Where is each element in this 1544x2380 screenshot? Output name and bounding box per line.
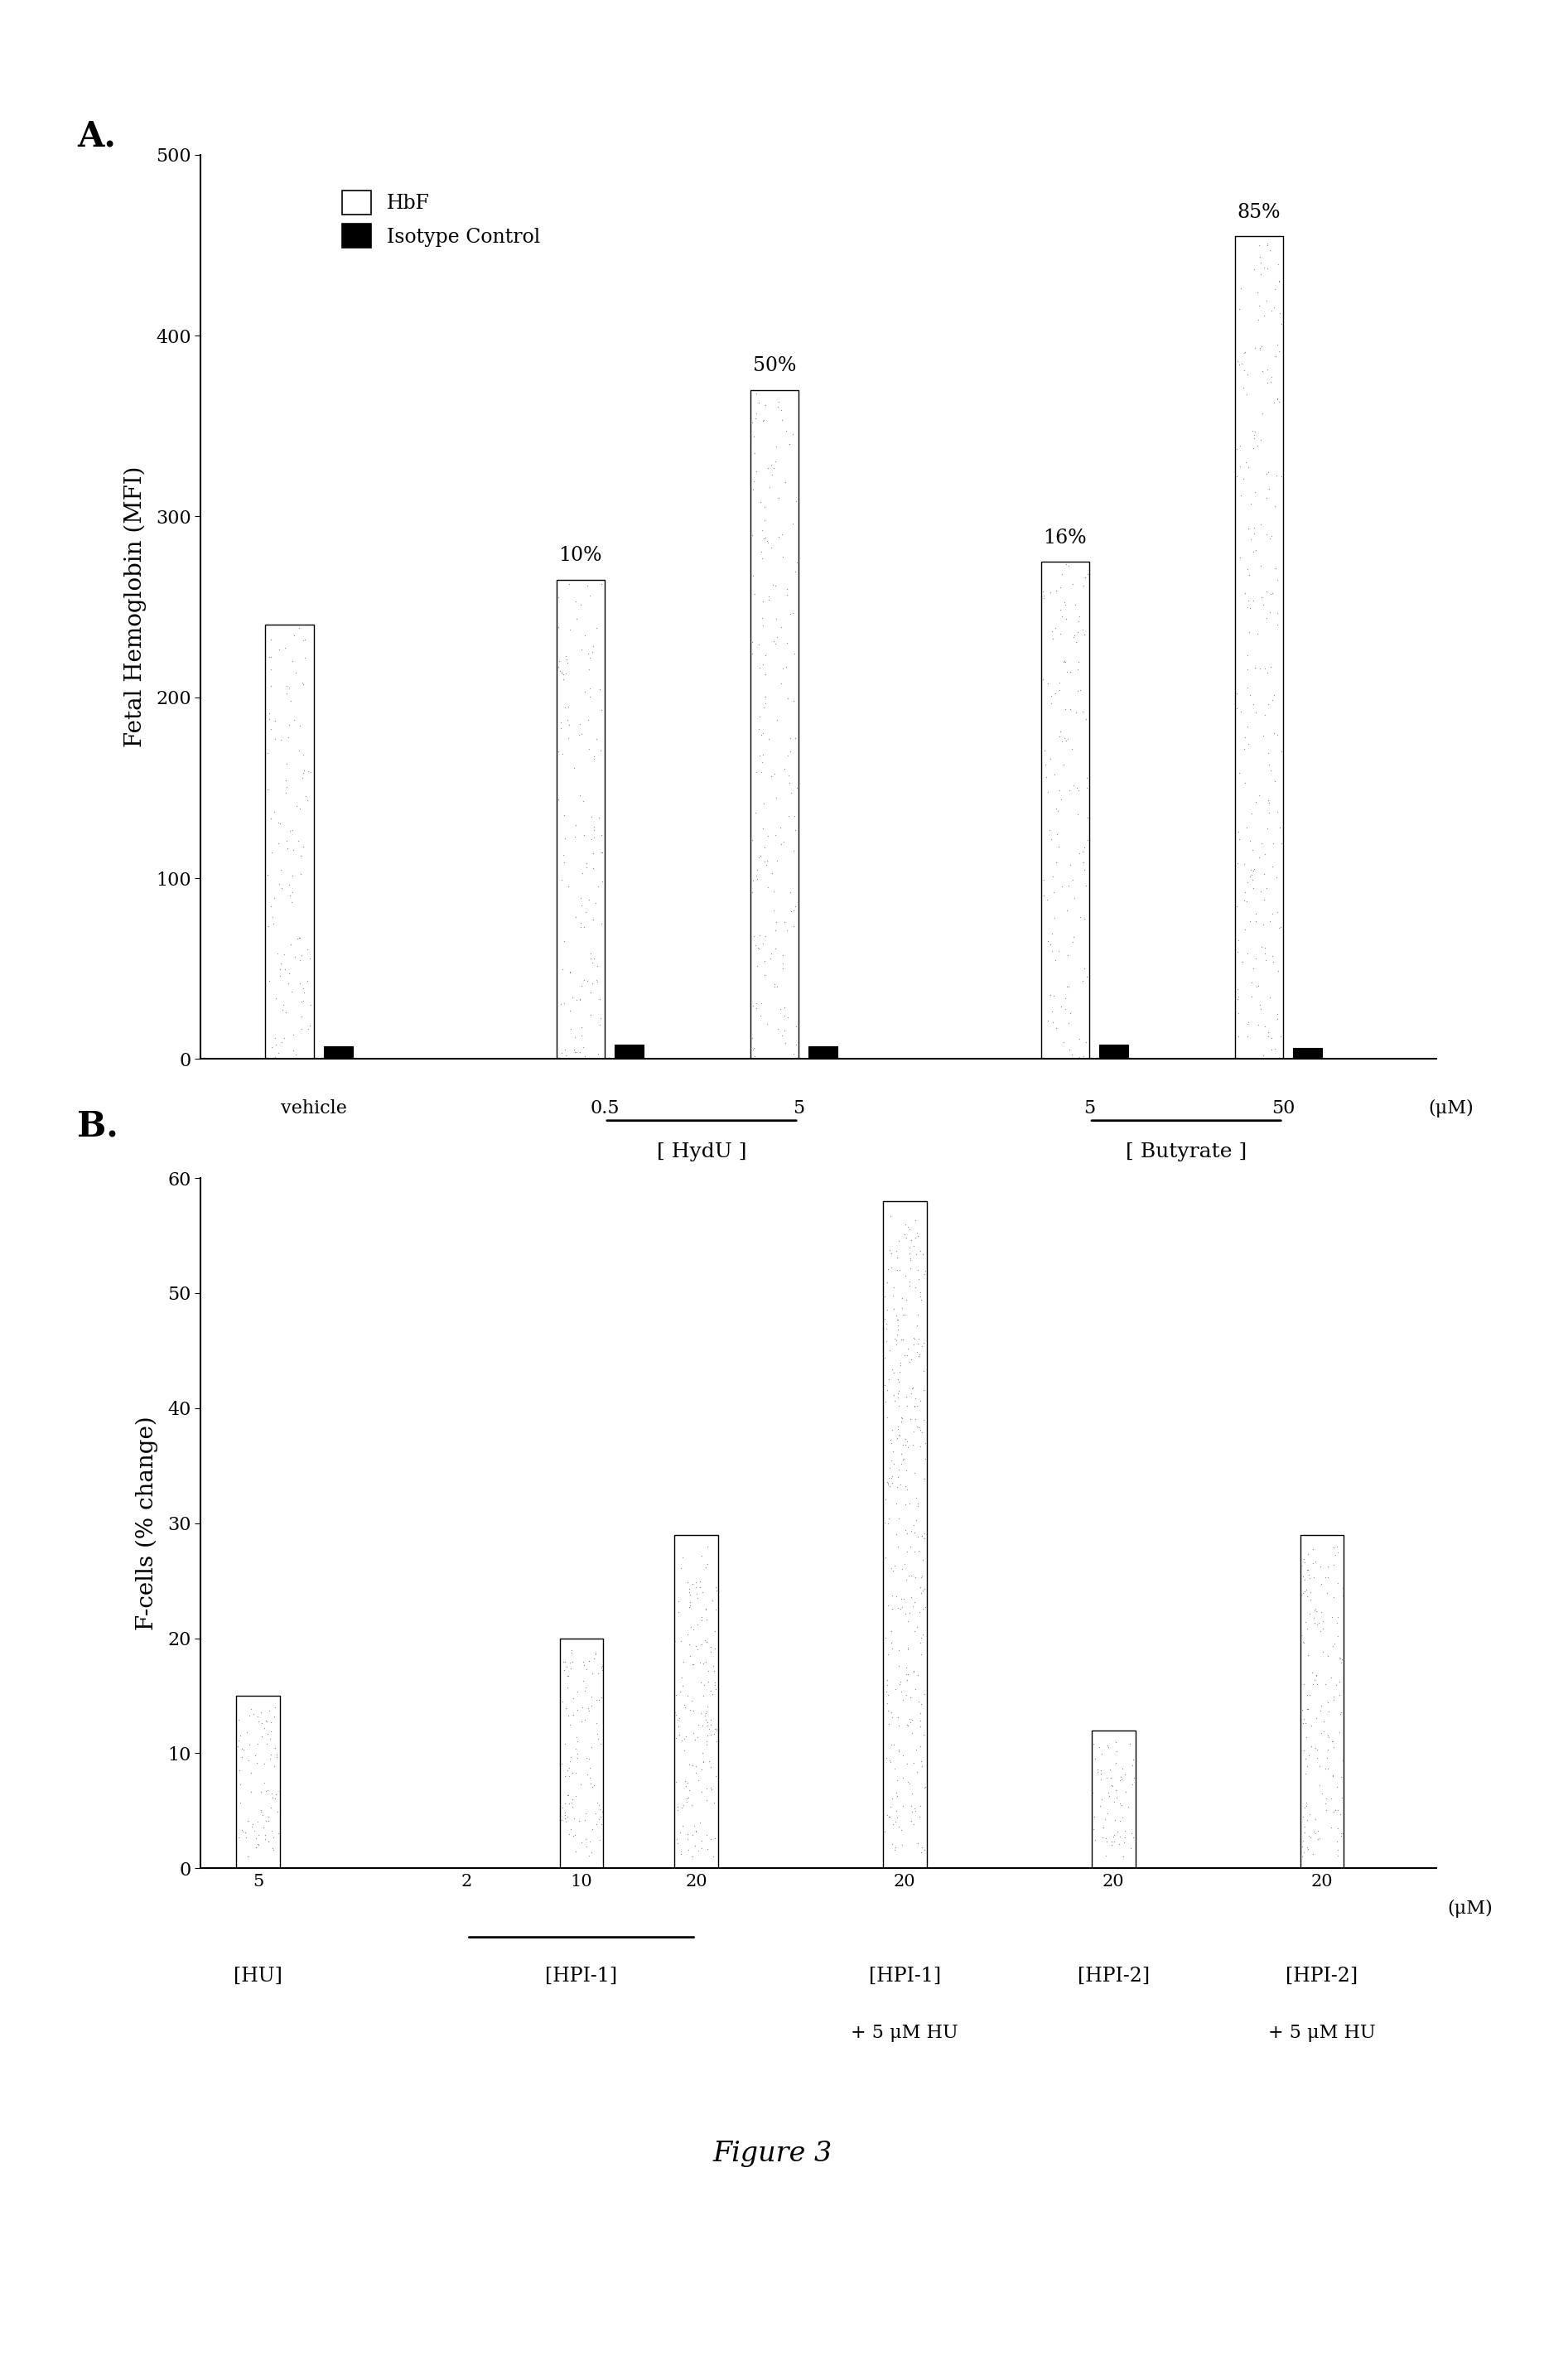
Text: 50%: 50% <box>752 357 795 376</box>
Bar <box>1300 1535 1343 1868</box>
Bar <box>673 1535 718 1868</box>
Text: + 5 μM HU: + 5 μM HU <box>851 2023 957 2042</box>
Bar <box>1092 1730 1135 1868</box>
Text: 85%: 85% <box>1237 202 1280 221</box>
Text: 5: 5 <box>1082 1100 1095 1116</box>
Bar <box>236 1695 279 1868</box>
Text: [ Butyrate ]: [ Butyrate ] <box>1126 1142 1246 1161</box>
Text: [HPI-2]: [HPI-2] <box>1076 1966 1149 1985</box>
Text: [HPI-1]: [HPI-1] <box>868 1966 940 1985</box>
Bar <box>808 1047 837 1059</box>
Text: A.: A. <box>77 119 116 152</box>
Bar <box>615 1045 644 1059</box>
Text: Figure 3: Figure 3 <box>712 2140 832 2168</box>
Bar <box>559 1637 604 1868</box>
Text: [HPI-1]: [HPI-1] <box>545 1966 618 1985</box>
Text: vehicle: vehicle <box>281 1100 347 1116</box>
Bar <box>1041 562 1089 1059</box>
Bar <box>883 1202 926 1868</box>
Text: (μM): (μM) <box>1428 1100 1473 1116</box>
Text: B.: B. <box>77 1109 119 1145</box>
Text: [ HydU ]: [ HydU ] <box>656 1142 746 1161</box>
Text: 10%: 10% <box>559 547 602 566</box>
Text: (μM): (μM) <box>1447 1899 1492 1918</box>
Y-axis label: Fetal Hemoglobin (MFI): Fetal Hemoglobin (MFI) <box>124 466 147 747</box>
Text: 16%: 16% <box>1042 528 1087 547</box>
Bar <box>1292 1047 1322 1059</box>
Text: [HU]: [HU] <box>233 1966 283 1985</box>
Text: 5: 5 <box>792 1100 804 1116</box>
Text: + 5 μM HU: + 5 μM HU <box>1268 2023 1376 2042</box>
Y-axis label: F-cells (% change): F-cells (% change) <box>136 1416 157 1630</box>
Text: 0.5: 0.5 <box>590 1100 619 1116</box>
Bar <box>750 390 798 1059</box>
Bar <box>323 1047 352 1059</box>
Bar <box>1098 1045 1127 1059</box>
Bar <box>556 581 604 1059</box>
Text: [HPI-2]: [HPI-2] <box>1285 1966 1357 1985</box>
Text: 50: 50 <box>1271 1100 1294 1116</box>
Legend: HbF, Isotype Control: HbF, Isotype Control <box>334 183 548 255</box>
Bar <box>266 626 313 1059</box>
Bar <box>1234 236 1283 1059</box>
